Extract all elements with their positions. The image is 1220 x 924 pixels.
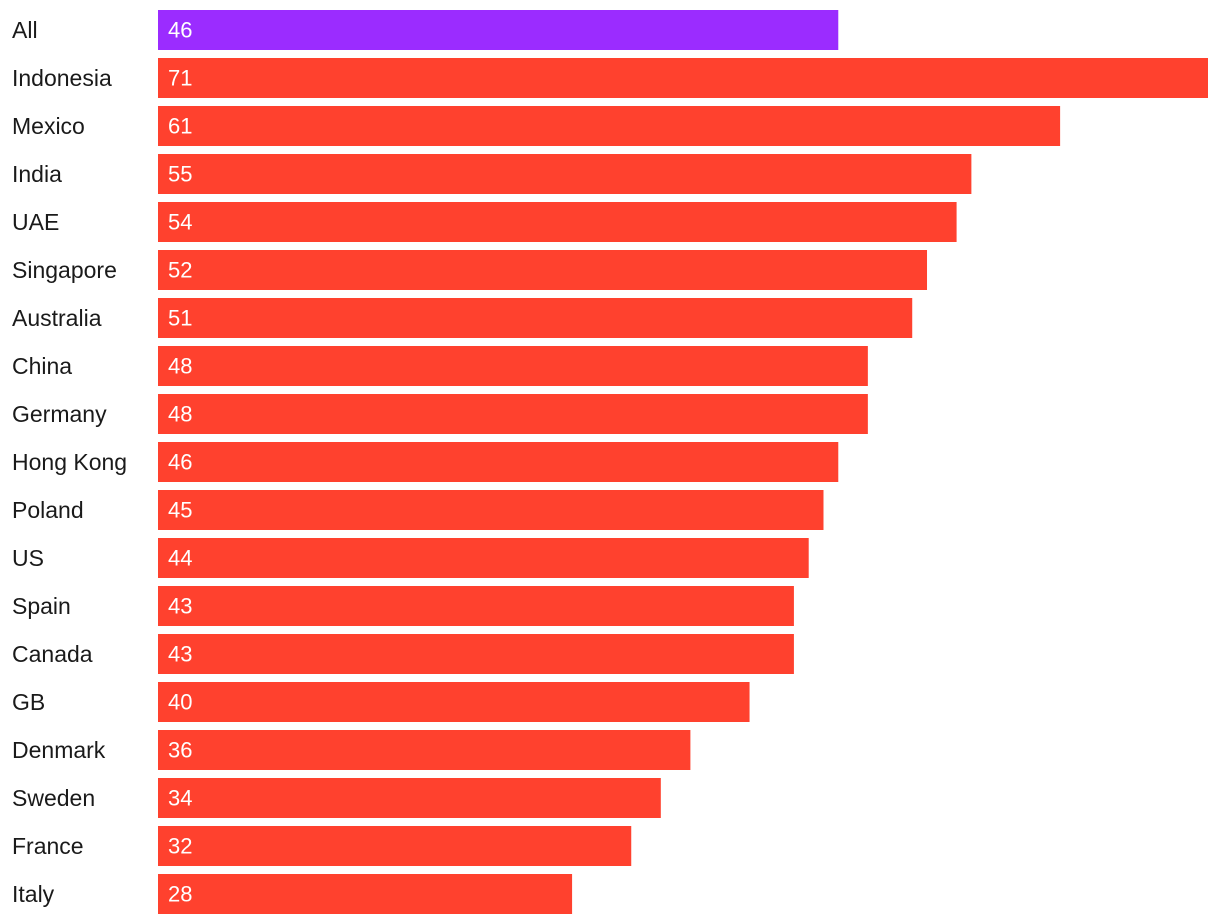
value-label-italy: 28 bbox=[168, 882, 192, 907]
value-label-uae: 54 bbox=[168, 210, 192, 235]
value-label-denmark: 36 bbox=[168, 738, 192, 763]
category-label-india: India bbox=[12, 161, 62, 187]
value-label-us: 44 bbox=[168, 546, 192, 571]
value-label-france: 32 bbox=[168, 834, 192, 859]
bar-china bbox=[158, 346, 868, 386]
bar-denmark bbox=[158, 730, 691, 770]
category-label-singapore: Singapore bbox=[12, 257, 117, 283]
bar-singapore bbox=[158, 250, 928, 290]
category-label-spain: Spain bbox=[12, 593, 71, 619]
value-label-hong-kong: 46 bbox=[168, 450, 192, 475]
category-label-all: All bbox=[12, 17, 38, 43]
value-label-china: 48 bbox=[168, 354, 192, 379]
value-label-poland: 45 bbox=[168, 498, 192, 523]
bar-italy bbox=[158, 874, 573, 914]
category-label-germany: Germany bbox=[12, 401, 107, 427]
bar-india bbox=[158, 154, 972, 194]
bar-mexico bbox=[158, 106, 1061, 146]
bar-uae bbox=[158, 202, 957, 242]
category-label-mexico: Mexico bbox=[12, 113, 85, 139]
value-label-india: 55 bbox=[168, 162, 192, 187]
category-label-us: US bbox=[12, 545, 44, 571]
bar-spain bbox=[158, 586, 794, 626]
category-label-china: China bbox=[12, 353, 72, 379]
value-label-singapore: 52 bbox=[168, 258, 192, 283]
category-label-canada: Canada bbox=[12, 641, 93, 667]
category-label-hong-kong: Hong Kong bbox=[12, 449, 127, 475]
value-label-germany: 48 bbox=[168, 402, 192, 427]
bar-sweden bbox=[158, 778, 661, 818]
category-label-sweden: Sweden bbox=[12, 785, 95, 811]
value-label-gb: 40 bbox=[168, 690, 192, 715]
bar-us bbox=[158, 538, 809, 578]
category-label-france: France bbox=[12, 833, 84, 859]
value-label-indonesia: 71 bbox=[168, 66, 192, 91]
category-label-italy: Italy bbox=[12, 881, 55, 907]
bar-all bbox=[158, 10, 839, 50]
category-label-gb: GB bbox=[12, 689, 45, 715]
bar-indonesia bbox=[158, 58, 1208, 98]
bar-germany bbox=[158, 394, 868, 434]
value-label-australia: 51 bbox=[168, 306, 192, 331]
value-label-sweden: 34 bbox=[168, 786, 192, 811]
category-label-poland: Poland bbox=[12, 497, 84, 523]
bar-poland bbox=[158, 490, 824, 530]
bars-layer bbox=[158, 10, 1208, 914]
value-label-mexico: 61 bbox=[168, 114, 192, 139]
bar-gb bbox=[158, 682, 750, 722]
value-label-spain: 43 bbox=[168, 594, 192, 619]
value-label-canada: 43 bbox=[168, 642, 192, 667]
bar-australia bbox=[158, 298, 913, 338]
category-label-australia: Australia bbox=[12, 305, 102, 331]
category-label-uae: UAE bbox=[12, 209, 59, 235]
bar-hong-kong bbox=[158, 442, 839, 482]
bar-france bbox=[158, 826, 632, 866]
category-label-indonesia: Indonesia bbox=[12, 65, 112, 91]
category-label-denmark: Denmark bbox=[12, 737, 106, 763]
labels-layer: All 46 Indonesia 71 Mexico 61 India 55 UAE 54 Sing… bbox=[12, 17, 192, 907]
bar-canada bbox=[158, 634, 794, 674]
value-label-all: 46 bbox=[168, 18, 192, 43]
